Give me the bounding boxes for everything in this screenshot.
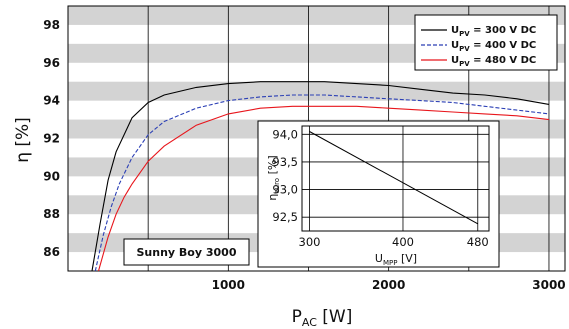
inset-x-tick-label: 400 xyxy=(392,235,414,249)
x-tick-labels: 1000 2000 3000 xyxy=(212,278,566,292)
y-tick-labels: 86 88 90 92 94 96 98 xyxy=(43,18,60,259)
y-tick-label: 96 xyxy=(43,56,60,70)
legend: UPV = 300 V DC UPV = 400 V DC UPV = 480 … xyxy=(414,14,558,71)
curve-300v xyxy=(91,81,550,272)
inset-curve xyxy=(309,131,479,225)
y-tick-label: 90 xyxy=(43,169,60,183)
x-tick-label: 3000 xyxy=(532,278,565,292)
x-tick-label: 2000 xyxy=(372,278,405,292)
y-tick-label: 98 xyxy=(43,18,60,32)
inset-x-axis-title: UMPP [V] xyxy=(375,252,417,267)
y-tick-label: 92 xyxy=(43,132,60,146)
model-label-box xyxy=(123,238,250,266)
inset-x-tick-label: 480 xyxy=(467,235,489,249)
inset-y-axis-title: ηeuro [%] xyxy=(266,155,281,200)
inset-background xyxy=(257,120,500,268)
curve-400v xyxy=(94,94,550,272)
y-tick-label: 94 xyxy=(43,94,60,108)
inset-y-tick-labels: 92,5 93,0 93,5 94,0 xyxy=(272,127,298,224)
y-tick-label: 88 xyxy=(43,207,60,221)
grid-band-94 xyxy=(68,81,565,101)
inset-plot-frame xyxy=(301,125,490,232)
legend-box xyxy=(414,14,558,71)
inset-y-tick-label: 94,0 xyxy=(272,127,298,141)
inset-y-tick-label: 93,0 xyxy=(272,183,298,197)
euro-efficiency-inset: 92,5 93,0 93,5 94,0 300 400 480 ηeuro [%] UMP… xyxy=(257,120,500,268)
model-label: Sunny Boy 3000 xyxy=(123,238,250,266)
legend-label-400v: UPV = 400 V DC xyxy=(451,40,536,53)
inset-gridlines xyxy=(302,126,489,231)
inset-x-tick-label: 300 xyxy=(299,235,321,249)
legend-label-480v: UPV = 480 V DC xyxy=(451,55,536,68)
efficiency-curves xyxy=(91,81,550,272)
euro-efficiency-line xyxy=(309,131,479,225)
plot-frame xyxy=(67,5,566,272)
inset-y-tick-label: 92,5 xyxy=(272,210,298,224)
inset-y-tick-label: 93,5 xyxy=(272,155,298,169)
legend-label-300v: UPV = 300 V DC xyxy=(451,25,536,38)
x-tick-label: 1000 xyxy=(212,278,245,292)
x-axis-title: PAC [W] xyxy=(292,307,353,329)
inset-x-tick-labels: 300 400 480 xyxy=(299,235,489,249)
y-axis-title: η [%] xyxy=(13,117,33,163)
curve-480v xyxy=(97,105,550,272)
model-label-text: Sunny Boy 3000 xyxy=(137,246,237,259)
y-tick-label: 86 xyxy=(43,245,60,259)
